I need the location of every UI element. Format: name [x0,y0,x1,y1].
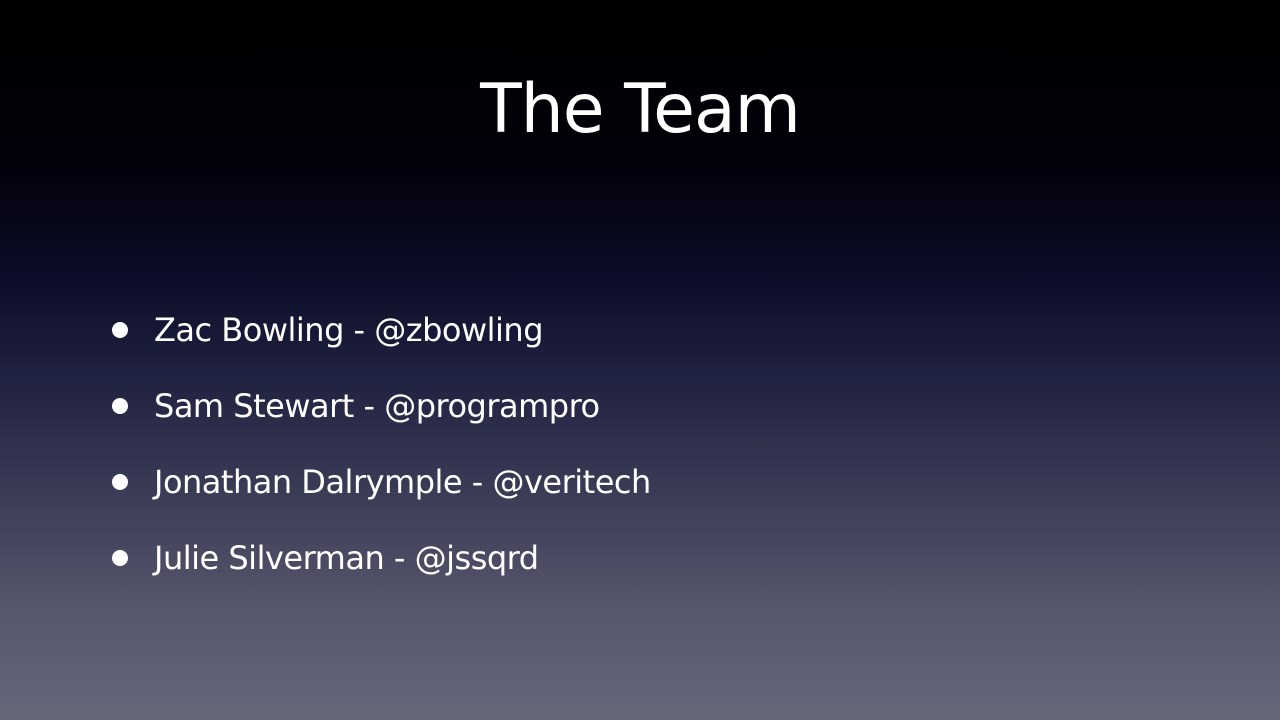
list-item: Sam Stewart - @programpro [112,368,651,444]
team-member-text: Jonathan Dalrymple - @veritech [154,463,651,501]
team-list: Zac Bowling - @zbowling Sam Stewart - @p… [112,292,651,596]
team-member-text: Sam Stewart - @programpro [154,387,600,425]
slide-title: The Team [480,70,801,149]
bullet-icon [112,322,128,338]
bullet-icon [112,474,128,490]
bullet-icon [112,398,128,414]
list-item: Julie Silverman - @jssqrd [112,520,651,596]
team-member-text: Zac Bowling - @zbowling [154,311,544,349]
team-member-text: Julie Silverman - @jssqrd [154,539,539,577]
bullet-icon [112,550,128,566]
list-item: Jonathan Dalrymple - @veritech [112,444,651,520]
list-item: Zac Bowling - @zbowling [112,292,651,368]
